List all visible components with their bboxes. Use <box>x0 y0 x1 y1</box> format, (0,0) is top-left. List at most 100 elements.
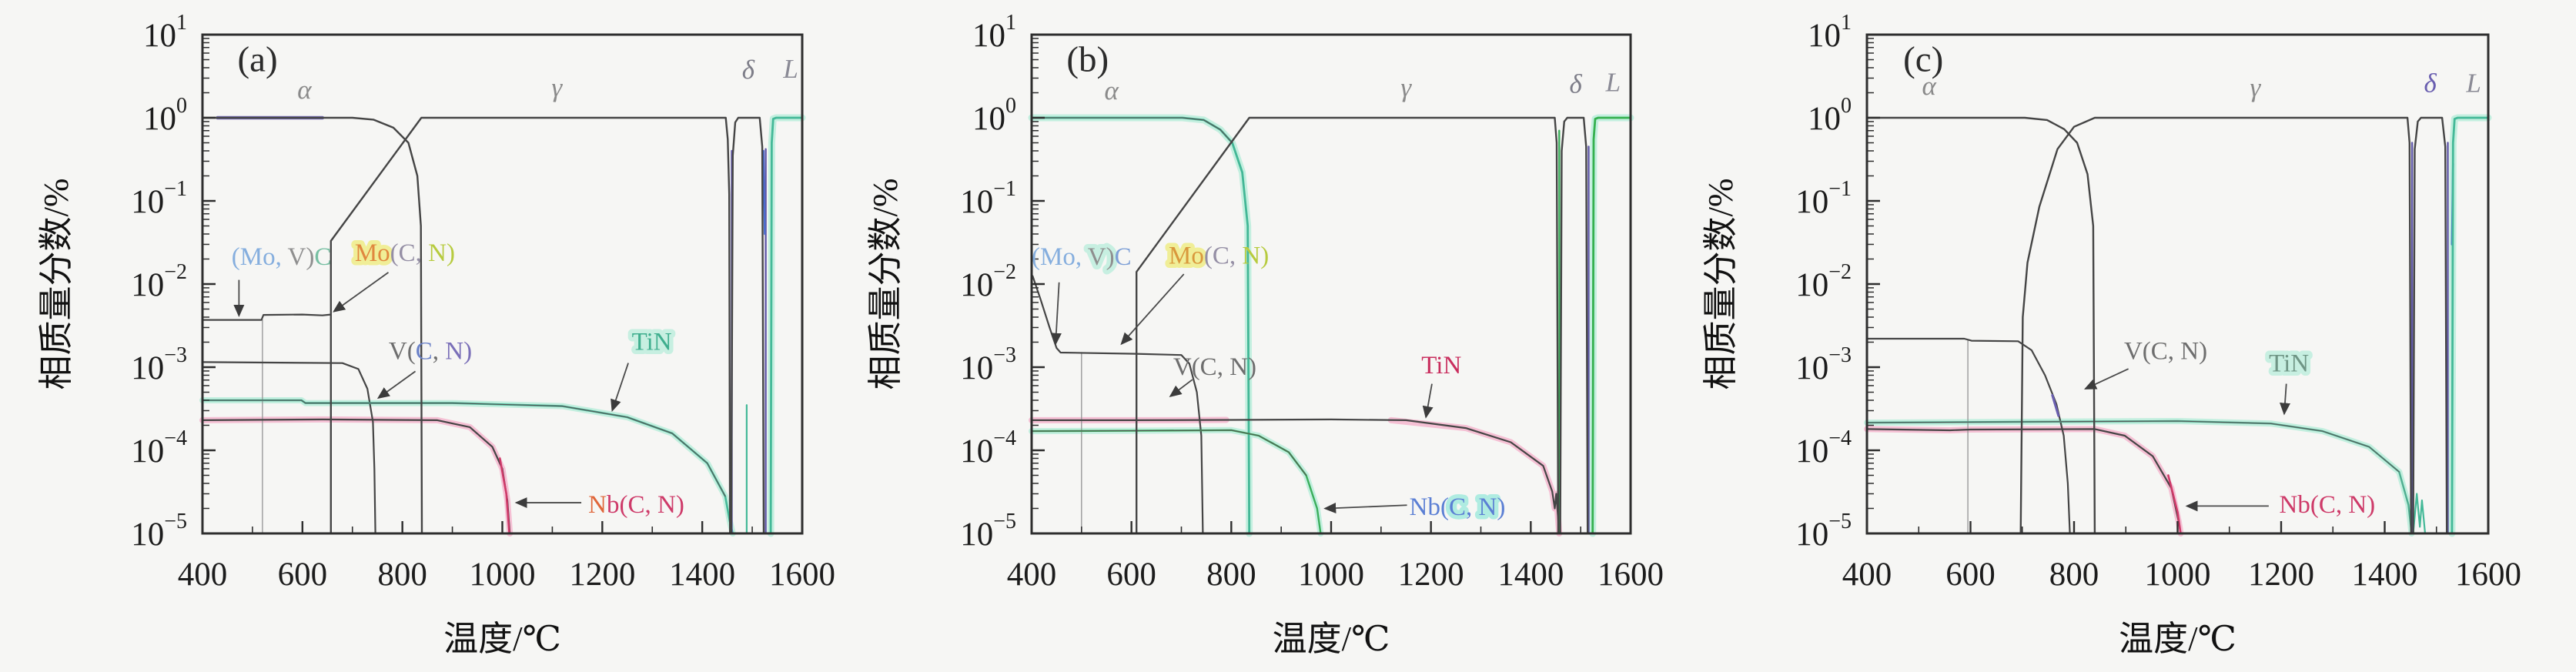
phase-label-a-L: L <box>782 54 798 84</box>
panel-a: 400 600 800 1000 1200 1400 1600 101 100 10−1 10−2 1… <box>37 11 835 658</box>
label-nb-a: Nb(C, N) <box>588 491 684 519</box>
curve-a-liquid-glow <box>767 114 806 537</box>
phase-label-a-α: α <box>297 75 312 105</box>
x-tick-label-b-600: 600 <box>1106 557 1156 593</box>
y-tick-label-c--1: 10−1 <box>1795 177 1852 220</box>
curve-c-liquid-glow <box>2448 114 2492 537</box>
curve-a-gamma <box>330 116 731 535</box>
x-tick-label-c-1200: 1200 <box>2248 557 2314 593</box>
x-tick-label-c-1600: 1600 <box>2455 557 2521 593</box>
curve-b-gamma <box>1135 116 1560 535</box>
plot-frame-b <box>1030 33 1632 535</box>
curve-a-delta <box>730 116 765 535</box>
y-tick-label-b--4: 10−4 <box>960 426 1016 470</box>
x-tick-label-a-1600: 1600 <box>769 557 835 593</box>
glow-label-nb-b: Nb(C, N) <box>1410 493 1506 521</box>
arrow-label-tin-b <box>1422 383 1434 419</box>
glow-label-mocn-a: Mo(C, N) <box>355 239 455 267</box>
x-tick-label-c-400: 400 <box>1842 557 1892 593</box>
label-movc-a: (Mo, V)C <box>232 243 332 271</box>
x-tick-label-b-800: 800 <box>1206 557 1256 593</box>
curve-a-delta-right-blue <box>762 149 766 236</box>
glow-label-tin-a: TiN <box>632 329 672 356</box>
label-mocn-b: Mo(C, N) <box>1169 242 1269 270</box>
phase-label-b-α: α <box>1105 75 1119 105</box>
y-tick-label-c-1: 101 <box>1808 11 1852 54</box>
x-tick-label-c-1400: 1400 <box>2352 557 2418 593</box>
label-tin-b: TiN <box>1421 352 1461 379</box>
x-axis-title-a: 温度/℃ <box>443 620 561 658</box>
curve-c-gamma <box>2019 116 2413 535</box>
x-axis-title-c: 温度/℃ <box>2119 620 2236 658</box>
y-tick-label-b-0: 100 <box>972 94 1016 137</box>
curve-b-alpha-core <box>1031 117 1233 144</box>
x-tick-label-c-1000: 1000 <box>2145 557 2211 593</box>
label-vcn-b: V(C, N) <box>1173 353 1256 381</box>
x-tick-label-b-1200: 1200 <box>1398 557 1464 593</box>
y-tick-label-a--5: 10−5 <box>131 510 187 553</box>
curve-b-liquid-glow <box>1589 114 1634 537</box>
curve-b-movc-mocn-vcn <box>1032 275 1204 535</box>
curve-a-nb-glow <box>199 416 514 537</box>
x-tick-label-b-1400: 1400 <box>1497 557 1564 593</box>
panel-tag-c: (c) <box>1903 40 1943 80</box>
y-tick-label-a--1: 10−1 <box>131 177 187 220</box>
y-axis-title-c: 相质量分数/% <box>1701 179 1740 390</box>
x-tick-label-b-1600: 1600 <box>1597 557 1664 593</box>
glow-label-mocn-b: Mo(C, N) <box>1169 242 1269 270</box>
arrow-label-movc-b <box>1050 282 1062 346</box>
y-tick-label-b--3: 10−3 <box>960 343 1016 386</box>
curve-c-vcn-purple-segment <box>2051 393 2060 417</box>
x-tick-label-c-800: 800 <box>2049 557 2099 593</box>
y-tick-label-a--2: 10−2 <box>131 260 187 303</box>
panel-c: 400 600 800 1000 1200 1400 1600 101 100 10−1 10−2 1… <box>1701 11 2521 658</box>
curve-c-vcn <box>1865 337 2071 535</box>
curve-b-liquid <box>1591 116 1632 535</box>
phase-label-b-δ: δ <box>1570 69 1583 99</box>
label-vcn-a: V(C, N) <box>389 337 472 365</box>
x-tick-label-c-600: 600 <box>1945 557 1996 593</box>
curve-c-nb-glow <box>1864 426 2184 537</box>
curve-a-alpha <box>201 116 423 535</box>
label-movc-b: (Mo, V)C <box>1032 243 1132 271</box>
arrow-label-nb-b <box>1323 503 1407 514</box>
y-tick-label-b--2: 10−2 <box>960 260 1016 303</box>
arrow-label-mocn-b <box>1120 273 1185 346</box>
label-nb-c: Nb(C, N) <box>2280 491 2376 519</box>
y-tick-label-b--1: 10−1 <box>960 177 1016 220</box>
x-tick-label-a-1400: 1400 <box>669 557 735 593</box>
y-tick-label-c-0: 100 <box>1808 94 1852 137</box>
curve-a-liquid <box>769 116 804 535</box>
y-tick-label-a--3: 10−3 <box>131 343 187 386</box>
x-tick-label-a-1000: 1000 <box>470 557 536 593</box>
x-tick-label-b-400: 400 <box>1007 557 1057 593</box>
curve-a-nb-plunge-crimson <box>498 457 510 535</box>
label-tin-c: TiN <box>2269 350 2309 378</box>
y-tick-label-a--4: 10−4 <box>131 426 187 470</box>
arrow-label-tin-c <box>2280 383 2290 416</box>
curve-c-alpha <box>1865 116 2096 535</box>
curve-a-vcn <box>201 361 376 535</box>
y-tick-label-b--5: 10−5 <box>960 510 1016 553</box>
y-tick-label-b-1: 101 <box>972 11 1016 54</box>
y-tick-label-a-0: 100 <box>143 94 187 137</box>
plot-frame-a <box>201 33 804 535</box>
panel-tag-a: (a) <box>237 40 277 80</box>
y-tick-label-c--3: 10−3 <box>1795 343 1852 386</box>
label-nb-b: Nb(C, N) <box>1410 493 1506 521</box>
x-tick-label-a-600: 600 <box>278 557 328 593</box>
curve-b-tin <box>1030 418 1561 535</box>
x-tick-label-a-800: 800 <box>377 557 427 593</box>
curve-b-delta <box>1559 116 1589 535</box>
label-vcn-c: V(C, N) <box>2124 337 2207 365</box>
label-tin-a: TiN <box>632 329 672 356</box>
y-tick-label-a-1: 101 <box>143 11 187 54</box>
glow-label-movc-b: (Mo, V)C <box>1032 243 1132 271</box>
curve-b-nb-core <box>1031 430 1307 476</box>
y-tick-label-c--4: 10−4 <box>1795 426 1852 470</box>
curve-c-delta <box>2412 116 2448 535</box>
arrow-label-vcn-a <box>376 370 417 400</box>
y-tick-label-c--2: 10−2 <box>1795 260 1852 303</box>
